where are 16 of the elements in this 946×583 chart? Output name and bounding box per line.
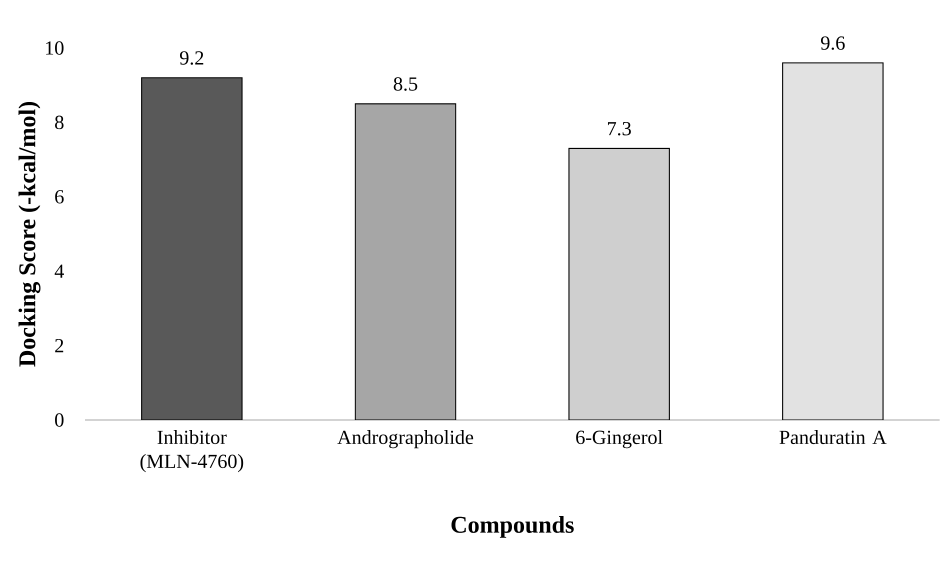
x-tick-label: Inhibitor (MLN-4760): [140, 430, 244, 472]
x-tick-label: 6-Gingerol: [576, 430, 663, 448]
y-tick-label: 8: [55, 116, 64, 130]
x-tick-label: Andrographolide: [337, 430, 474, 448]
y-tick-label: 0: [55, 413, 64, 427]
y-axis-title: Docking Score (-kcal/mol): [18, 102, 40, 367]
data-label: 8.5: [394, 77, 418, 91]
data-label: 9.2: [180, 51, 204, 65]
y-tick-label: 6: [55, 190, 64, 204]
y-tick-label: 2: [55, 338, 64, 352]
data-label: 9.6: [820, 36, 845, 50]
y-tick-label: 10: [46, 41, 64, 55]
y-tick-label: 4: [54, 264, 64, 278]
data-label: 7.3: [608, 122, 631, 136]
x-axis-title: Compounds: [451, 516, 574, 538]
x-tick-label: Panduratin A: [780, 430, 887, 444]
